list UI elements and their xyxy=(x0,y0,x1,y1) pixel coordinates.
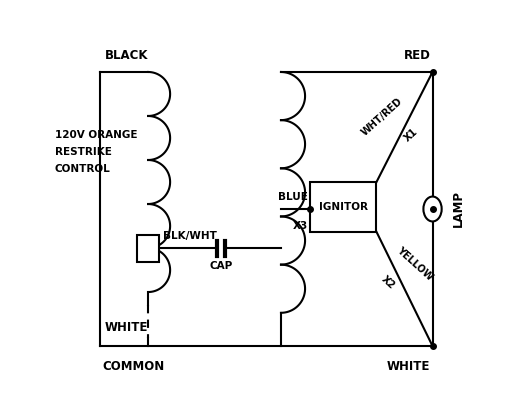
Text: COMMON: COMMON xyxy=(103,360,165,373)
Text: YELLOW: YELLOW xyxy=(395,245,435,283)
Text: LAMP: LAMP xyxy=(452,191,465,227)
Text: BLK/WHT: BLK/WHT xyxy=(163,231,217,241)
Text: X1: X1 xyxy=(402,127,420,144)
Bar xyxy=(310,182,376,232)
Text: CAP: CAP xyxy=(209,261,232,271)
Text: RED: RED xyxy=(403,48,430,61)
Text: BLUE: BLUE xyxy=(278,191,308,201)
Text: X3: X3 xyxy=(293,221,308,231)
Ellipse shape xyxy=(423,196,441,222)
Text: WHITE: WHITE xyxy=(387,360,430,373)
Text: RESTRIKE: RESTRIKE xyxy=(55,147,112,157)
Text: X2: X2 xyxy=(379,274,397,291)
Text: WHT/RED: WHT/RED xyxy=(359,96,404,138)
Text: 120V ORANGE: 120V ORANGE xyxy=(55,130,137,140)
Text: IGNITOR: IGNITOR xyxy=(319,202,368,212)
Text: CONTROL: CONTROL xyxy=(55,164,110,174)
Bar xyxy=(137,235,159,262)
Text: BLACK: BLACK xyxy=(105,48,148,61)
Text: WHITE: WHITE xyxy=(105,321,148,334)
